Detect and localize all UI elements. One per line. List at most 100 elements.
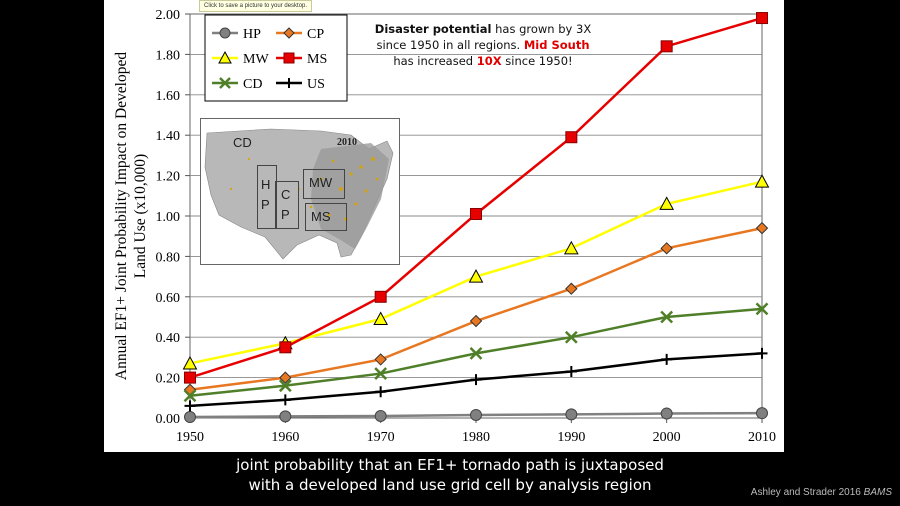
point-hp-1950: [184, 410, 196, 423]
y-tick-label: 0.40: [156, 331, 181, 346]
point-mw-1990: [563, 240, 579, 255]
point-cp-1980: [469, 314, 483, 328]
map-label-cd: CD: [233, 135, 252, 150]
point-ms-1970: [374, 290, 387, 303]
x-tick-label: 1960: [271, 430, 299, 445]
source-journal: BAMS: [863, 487, 892, 498]
point-ms-1980: [470, 207, 482, 220]
point-ms-2010: [756, 12, 768, 25]
legend-label-cp: CP: [307, 27, 324, 42]
map-label-p: P: [261, 197, 270, 212]
point-mw-1950: [182, 355, 198, 370]
y-tick-label: 2.00: [156, 8, 181, 23]
point-mw-2010: [754, 174, 770, 188]
point-hp-2000: [660, 407, 673, 420]
legend-label-hp: HP: [243, 27, 261, 42]
annotation-10x: 10X: [476, 54, 502, 68]
x-tick-label: 1980: [462, 430, 490, 445]
legend-label-mw: MW: [243, 52, 269, 67]
point-cd-1950: [183, 389, 197, 403]
point-cp-2010: [755, 221, 769, 235]
point-cd-1970: [374, 367, 388, 380]
map-label-h: H: [261, 177, 271, 192]
point-mw-1970: [373, 311, 389, 326]
caption-line1: joint probability that an EF1+ tornado p…: [236, 456, 664, 474]
point-us-1950: [184, 400, 196, 412]
point-us-1990: [565, 366, 577, 378]
us-map-image: [204, 128, 394, 260]
x-tick-label: 1950: [176, 430, 204, 445]
point-cp-2000: [660, 242, 673, 255]
point-us-2010: [756, 347, 768, 359]
map-year: 2010: [337, 137, 357, 148]
map-label-c: C: [281, 187, 291, 202]
annotation-mid-south: Mid South: [523, 38, 590, 52]
y-axis-label: Annual EF1+ Joint Probability Impact on …: [113, 52, 130, 380]
x-tick-label: 2010: [748, 430, 776, 445]
point-us-1960: [279, 394, 291, 406]
point-cd-2000: [660, 310, 674, 324]
point-cd-2010: [755, 302, 769, 316]
point-cd-1960: [278, 379, 292, 393]
caption-line2: with a developed land use grid cell by a…: [248, 476, 652, 494]
map-region-hp: [257, 165, 277, 229]
annotation-line2: since 1950 in all regions.: [376, 38, 524, 52]
point-mw-2000: [659, 196, 675, 210]
map-label-p2: P: [281, 207, 290, 222]
legend-marker-cd: [219, 77, 231, 89]
x-tick-label: 1990: [557, 430, 585, 445]
annotation-bold: Disaster potential: [374, 22, 492, 36]
source-text: Ashley and Strader 2016: [750, 487, 864, 498]
y-tick-label: 1.00: [156, 210, 181, 225]
legend-marker-ms: [283, 52, 295, 64]
y-tick-label: 1.60: [156, 89, 181, 104]
map-region-ms: [305, 203, 347, 231]
point-cp-1990: [565, 282, 578, 295]
point-us-2000: [661, 353, 673, 365]
point-ms-2000: [660, 40, 673, 53]
annotation-line3-end: since 1950!: [501, 54, 573, 68]
point-ms-1990: [565, 131, 578, 144]
map-region-mw: [303, 169, 345, 199]
source-citation: Ashley and Strader 2016 BAMS: [751, 487, 892, 498]
map-region-cp: [275, 181, 299, 229]
point-hp-1970: [374, 409, 387, 422]
us-map-inset: CD 2010 H P C P MW MS: [200, 118, 400, 265]
point-cp-1970: [374, 353, 387, 366]
legend-marker-hp: [219, 27, 231, 39]
map-label-ms: MS: [311, 209, 331, 224]
y-tick-label: 1.20: [156, 170, 181, 185]
legend-marker-mw: [218, 50, 232, 64]
y-tick-label: 1.80: [156, 48, 181, 63]
legend-label-ms: MS: [307, 52, 327, 67]
legend-marker-us: [284, 78, 294, 88]
legend-label-cd: CD: [243, 77, 262, 92]
x-tick-label: 1970: [367, 430, 395, 445]
point-cp-1960: [279, 371, 292, 384]
point-ms-1950: [184, 371, 196, 384]
y-tick-label: 0.60: [156, 291, 181, 306]
point-cd-1980: [469, 346, 483, 360]
point-ms-1960: [279, 341, 292, 354]
y-tick-label: 0.20: [156, 372, 181, 387]
save-picture-tooltip: Click to save a picture to your desktop.: [199, 0, 313, 12]
point-mw-1980: [468, 269, 484, 283]
annotation-line3: has increased: [393, 54, 477, 68]
point-cd-1990: [564, 330, 578, 344]
point-us-1970: [375, 386, 387, 398]
point-us-1980: [470, 374, 482, 386]
y-tick-label: 0.00: [156, 412, 181, 427]
point-hp-1990: [565, 408, 578, 421]
point-hp-2010: [756, 407, 768, 420]
y-axis-label: Land Use (x10,000): [132, 154, 149, 278]
annotation-text: Disaster potential has grown by 3X since…: [352, 21, 614, 69]
annotation-line1: has grown by 3X: [491, 22, 592, 36]
map-label-mw: MW: [309, 175, 333, 190]
y-tick-label: 0.80: [156, 250, 181, 265]
point-hp-1980: [470, 408, 482, 421]
legend-marker-cp: [283, 27, 295, 39]
point-hp-1960: [279, 410, 292, 423]
y-tick-label: 1.40: [156, 129, 181, 144]
